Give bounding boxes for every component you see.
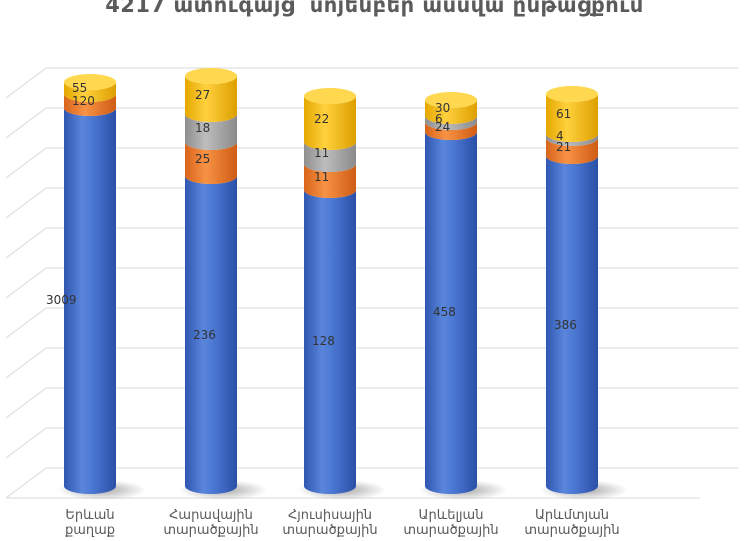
category-label-line: տարածքային xyxy=(403,523,499,538)
bar-stack: 386 214 61 xyxy=(539,86,629,500)
category-label: Արևելյան տարածքային xyxy=(381,508,521,538)
bar-segment xyxy=(546,156,598,494)
bar-cap xyxy=(546,86,598,102)
category-label-line: Հարավային xyxy=(169,508,253,523)
chart-title: 4217 ատուգայց՝ սոյենբեր ասսվա ընթացքում xyxy=(105,0,644,17)
gridline-side xyxy=(5,427,47,459)
data-label: 27 xyxy=(195,88,210,102)
category-label-line: տարածքային xyxy=(524,523,620,538)
gridline-side xyxy=(5,227,47,259)
category-label: Հարավային տարածքային xyxy=(141,508,281,538)
category-label-line: քաղաք xyxy=(64,523,116,538)
bar-segment xyxy=(185,142,237,184)
bar-cap xyxy=(185,68,237,84)
category-label: Արևմտյան տարածքային xyxy=(502,508,642,538)
data-label: 22 xyxy=(314,112,329,126)
category-label: Երևան քաղաք xyxy=(20,508,160,538)
bar-segment xyxy=(425,100,477,124)
data-label: 11 xyxy=(314,146,329,160)
bar-cap xyxy=(64,74,116,90)
bar-stack: 128 11 11 22 xyxy=(297,88,387,500)
gridline-side xyxy=(5,67,47,99)
data-label: 24 xyxy=(435,120,450,134)
data-label: 3009 xyxy=(46,293,77,307)
bar-segment xyxy=(64,82,116,102)
data-label: 30 xyxy=(435,101,450,115)
category-label-line: Երևան xyxy=(65,508,115,523)
bar-segment xyxy=(304,142,356,172)
category-label-line: Արևմտյան xyxy=(534,508,610,523)
bar-segment xyxy=(185,76,237,122)
bar-cap xyxy=(304,88,356,104)
bar-segment xyxy=(64,108,116,494)
category-label-line: Հյուսիսային xyxy=(287,508,373,523)
bar-segment xyxy=(64,94,116,116)
gridline-side xyxy=(5,387,47,419)
gridline-side xyxy=(5,147,47,179)
bar-segment xyxy=(546,94,598,142)
data-label: 21 xyxy=(556,140,571,154)
data-label: 120 xyxy=(72,94,95,108)
bar-segment xyxy=(425,116,477,130)
bar-segment xyxy=(425,132,477,494)
bar-cap xyxy=(425,92,477,108)
bar-segment xyxy=(304,96,356,150)
data-label: 236 xyxy=(193,328,216,342)
bar-segment xyxy=(425,122,477,140)
gridline-side xyxy=(5,187,47,219)
data-label: 6 xyxy=(435,112,443,126)
data-label: 61 xyxy=(556,107,571,121)
bar-segment xyxy=(185,114,237,150)
bar-segment xyxy=(546,134,598,146)
data-label: 458 xyxy=(433,305,456,319)
gridline-side xyxy=(5,467,47,499)
category-label-line: տարածքային xyxy=(282,523,378,538)
data-label: 4 xyxy=(556,129,564,143)
bar-segment xyxy=(304,164,356,198)
bar-segment xyxy=(546,138,598,164)
gridline-side xyxy=(5,307,47,339)
gridline-side xyxy=(5,107,47,139)
data-label: 11 xyxy=(314,170,329,184)
data-label: 55 xyxy=(72,81,87,95)
gridline-side xyxy=(5,347,47,379)
gridline-side xyxy=(5,267,47,299)
data-label: 18 xyxy=(195,121,210,135)
data-label: 25 xyxy=(195,152,210,166)
category-label: Հյուսիսային տարածքային xyxy=(260,508,400,538)
bar-segment xyxy=(304,190,356,494)
category-label-line: տարածքային xyxy=(163,523,259,538)
bar-stack: 236 25 18 27 xyxy=(178,68,268,500)
data-label: 386 xyxy=(554,318,577,332)
data-label: 128 xyxy=(312,334,335,348)
category-label-line: Արևելյան xyxy=(418,508,484,523)
bar-segment xyxy=(185,176,237,494)
